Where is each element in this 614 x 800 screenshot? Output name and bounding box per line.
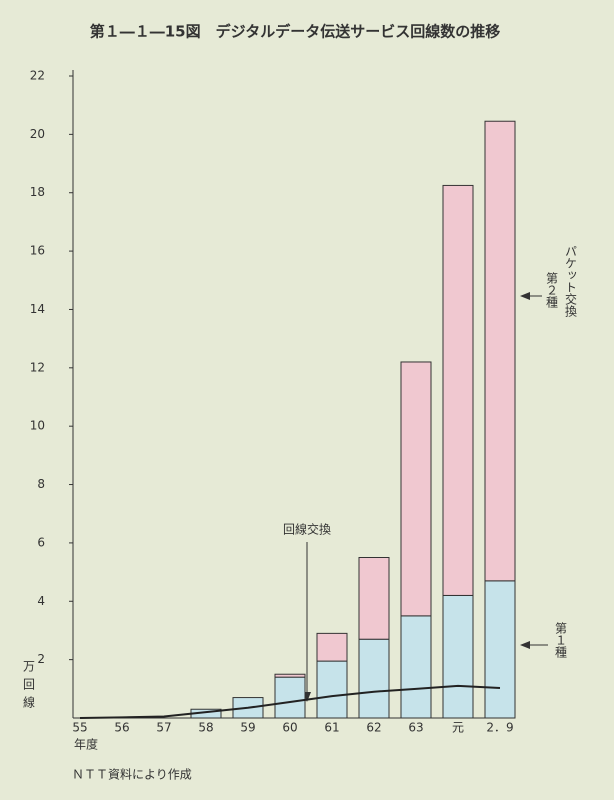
x-tick-label: 55 [72,721,87,735]
x-tick-label: 59 [240,721,255,735]
bar [400,615,432,719]
bar [274,676,306,719]
bar [358,557,390,640]
x-tick-label: 60 [282,721,297,735]
y-tick-label: 14 [30,302,45,316]
y-tick-label: 8 [37,477,45,491]
x-tick-label: 61 [324,721,339,735]
bar [442,594,474,719]
x-tick-label: 63 [408,721,423,735]
legend-label: 第１種 [554,622,568,658]
y-tick-label: 10 [30,419,45,433]
annotation: 回線交換 [283,522,331,537]
arrow-head [520,292,530,300]
bar [274,673,306,678]
x-tick-label: 58 [198,721,213,735]
y-tick-label: 18 [30,185,45,199]
x-tick-label: 62 [366,721,381,735]
source: ＮＴＴ資料により作成 [72,768,192,782]
x-tick-label: 元 [452,721,464,735]
y-tick-label: 12 [30,360,45,374]
x-tick-label: 2．9 [486,721,513,735]
annotation: パケット交換 [564,245,578,317]
y-tick-label: 16 [30,244,45,258]
bar [484,580,516,719]
bar [316,660,348,719]
bar [484,120,516,582]
x-axis-label: 年度 [74,737,98,752]
y-tick-label: 22 [30,69,45,83]
y-tick-label: 4 [37,594,45,608]
x-tick-label: 57 [156,721,171,735]
legend-label: 第２種 [545,272,559,308]
bar [358,638,390,719]
bar [400,361,432,617]
y-tick-label: 6 [37,535,45,549]
line [79,684,501,719]
y-tick-label: 20 [30,127,45,141]
bar [442,184,474,596]
y-axis-label: 万回線 [22,660,36,714]
y-tick-label: 2 [37,652,45,666]
chart-title: 第１―１―15図 デジタルデータ伝送サービス回線数の推移 [90,23,501,41]
bar [316,632,348,662]
x-tick-label: 56 [114,721,129,735]
arrow-head [520,641,530,649]
